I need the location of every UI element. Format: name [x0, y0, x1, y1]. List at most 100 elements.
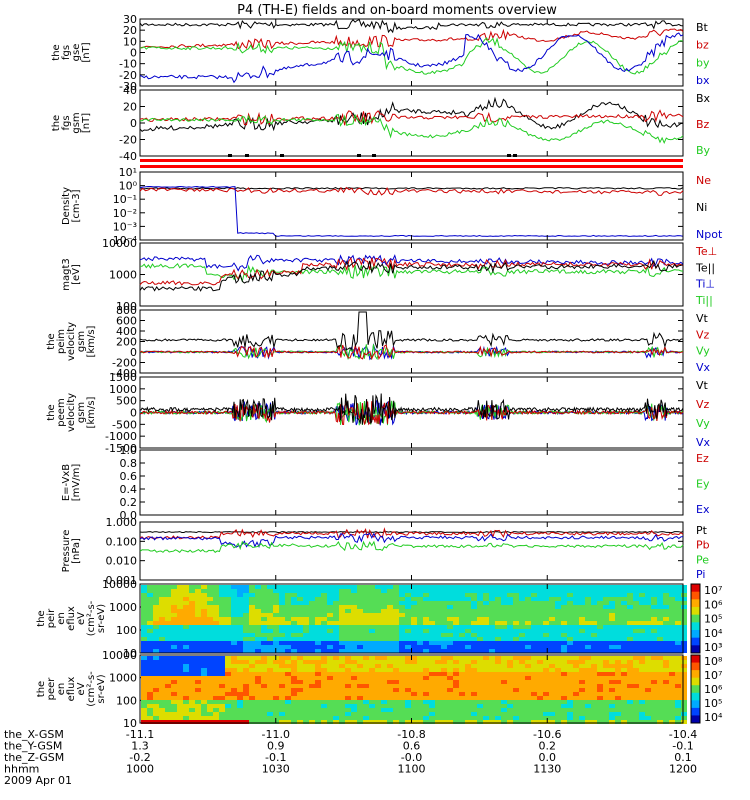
spectrogram-cell — [543, 601, 549, 605]
spectrogram-cell — [603, 605, 609, 609]
spectrogram-cell — [405, 696, 411, 700]
y-tick-label: 10⁻³ — [113, 220, 137, 233]
spectrogram-cell — [627, 625, 633, 629]
spectrogram-cell — [681, 684, 687, 688]
spectrogram-cell — [657, 660, 663, 664]
spectrogram-cell — [381, 609, 387, 613]
spectrogram-cell — [609, 660, 615, 664]
spectrogram-cell — [261, 609, 267, 613]
spectrogram-cell — [381, 613, 387, 617]
y-axis-label-line: the — [51, 44, 62, 60]
spectrogram-cell — [483, 700, 489, 704]
spectrogram-cell — [249, 633, 255, 637]
spectrogram-cell — [261, 664, 267, 668]
spectrogram-cell — [231, 680, 237, 684]
spectrogram-cell — [267, 605, 273, 609]
spectrogram-cell — [141, 684, 147, 688]
spectrogram-cell — [495, 629, 501, 633]
spectrogram-cell — [345, 656, 351, 660]
spectrogram-cell — [237, 672, 243, 676]
spectrogram-cell — [525, 668, 531, 672]
spectrogram-cell — [387, 601, 393, 605]
spectrogram-cell — [345, 664, 351, 668]
spectrogram-cell — [369, 617, 375, 621]
flag-marker — [372, 154, 376, 157]
spectrogram-cell — [549, 680, 555, 684]
spectrogram-cell — [651, 617, 657, 621]
spectrogram-cell — [327, 672, 333, 676]
spectrogram-cell — [555, 633, 561, 637]
spectrogram-cell — [285, 672, 291, 676]
spectrogram-cell — [483, 625, 489, 629]
spectrogram-cell — [669, 696, 675, 700]
spectrogram-cell — [237, 649, 243, 653]
spectrogram-cell — [303, 660, 309, 664]
spectrogram-cell — [195, 589, 201, 593]
spectrogram-cell — [531, 696, 537, 700]
spectrogram-cell — [561, 645, 567, 649]
spectrogram-cell — [225, 617, 231, 621]
spectrogram-cell — [543, 633, 549, 637]
spectrogram-cell — [423, 609, 429, 613]
spectrogram-cell — [639, 672, 645, 676]
spectrogram-cell — [333, 676, 339, 680]
spectrogram-cell — [453, 656, 459, 660]
spectrogram-cell — [333, 656, 339, 660]
spectrogram-cell — [219, 605, 225, 609]
spectrogram-cell — [429, 617, 435, 621]
spectrogram-cell — [183, 664, 189, 668]
spectrogram-cell — [291, 645, 297, 649]
spectrogram-cell — [207, 660, 213, 664]
spectrogram-cell — [501, 593, 507, 597]
spectrogram-cell — [291, 629, 297, 633]
spectrogram-cell — [441, 589, 447, 593]
spectrogram-cell — [261, 633, 267, 637]
spectrogram-cell — [537, 613, 543, 617]
spectrogram-cell — [453, 629, 459, 633]
spectrogram-cell — [477, 609, 483, 613]
spectrogram-cell — [477, 660, 483, 664]
spectrogram-cell — [189, 704, 195, 708]
spectrogram-cell — [213, 585, 219, 589]
spectrogram-cell — [201, 601, 207, 605]
spectrogram-cell — [561, 597, 567, 601]
spectrogram-cell — [621, 716, 627, 720]
spectrogram-cell — [441, 617, 447, 621]
spectrogram-cell — [483, 676, 489, 680]
series-line — [139, 344, 684, 361]
spectrogram-cell — [429, 645, 435, 649]
spectrogram-cell — [285, 617, 291, 621]
spectrogram-cell — [495, 589, 501, 593]
spectrogram-cell — [177, 601, 183, 605]
spectrogram-cell — [249, 660, 255, 664]
spectrogram-cell — [249, 680, 255, 684]
spectrogram-cell — [249, 688, 255, 692]
spectrogram-cell — [309, 609, 315, 613]
spectrogram-cell — [471, 660, 477, 664]
spectrogram-cell — [201, 680, 207, 684]
spectrogram-cell — [573, 617, 579, 621]
spectrogram-cell — [615, 605, 621, 609]
spectrogram-cell — [663, 609, 669, 613]
spectrogram-cell — [291, 712, 297, 716]
spectrogram-cell — [213, 676, 219, 680]
spectrogram-cell — [669, 629, 675, 633]
spectrogram-cell — [411, 720, 417, 724]
spectrogram-cell — [219, 692, 225, 696]
spectrogram-cell — [525, 700, 531, 704]
spectrogram-cell — [657, 621, 663, 625]
y-tick-label: 500 — [116, 395, 137, 408]
spectrogram-cell — [525, 708, 531, 712]
spectrogram-cell — [537, 656, 543, 660]
spectrogram-cell — [351, 680, 357, 684]
spectrogram-cell — [279, 633, 285, 637]
spectrogram-cell — [327, 609, 333, 613]
spectrogram-cell — [597, 696, 603, 700]
spectrogram-cell — [411, 625, 417, 629]
spectrogram-cell — [213, 708, 219, 712]
spectrogram-cell — [351, 712, 357, 716]
spectrogram-cell — [447, 708, 453, 712]
spectrogram-cell — [231, 712, 237, 716]
spectrogram-cell — [327, 704, 333, 708]
spectrogram-cell — [441, 645, 447, 649]
